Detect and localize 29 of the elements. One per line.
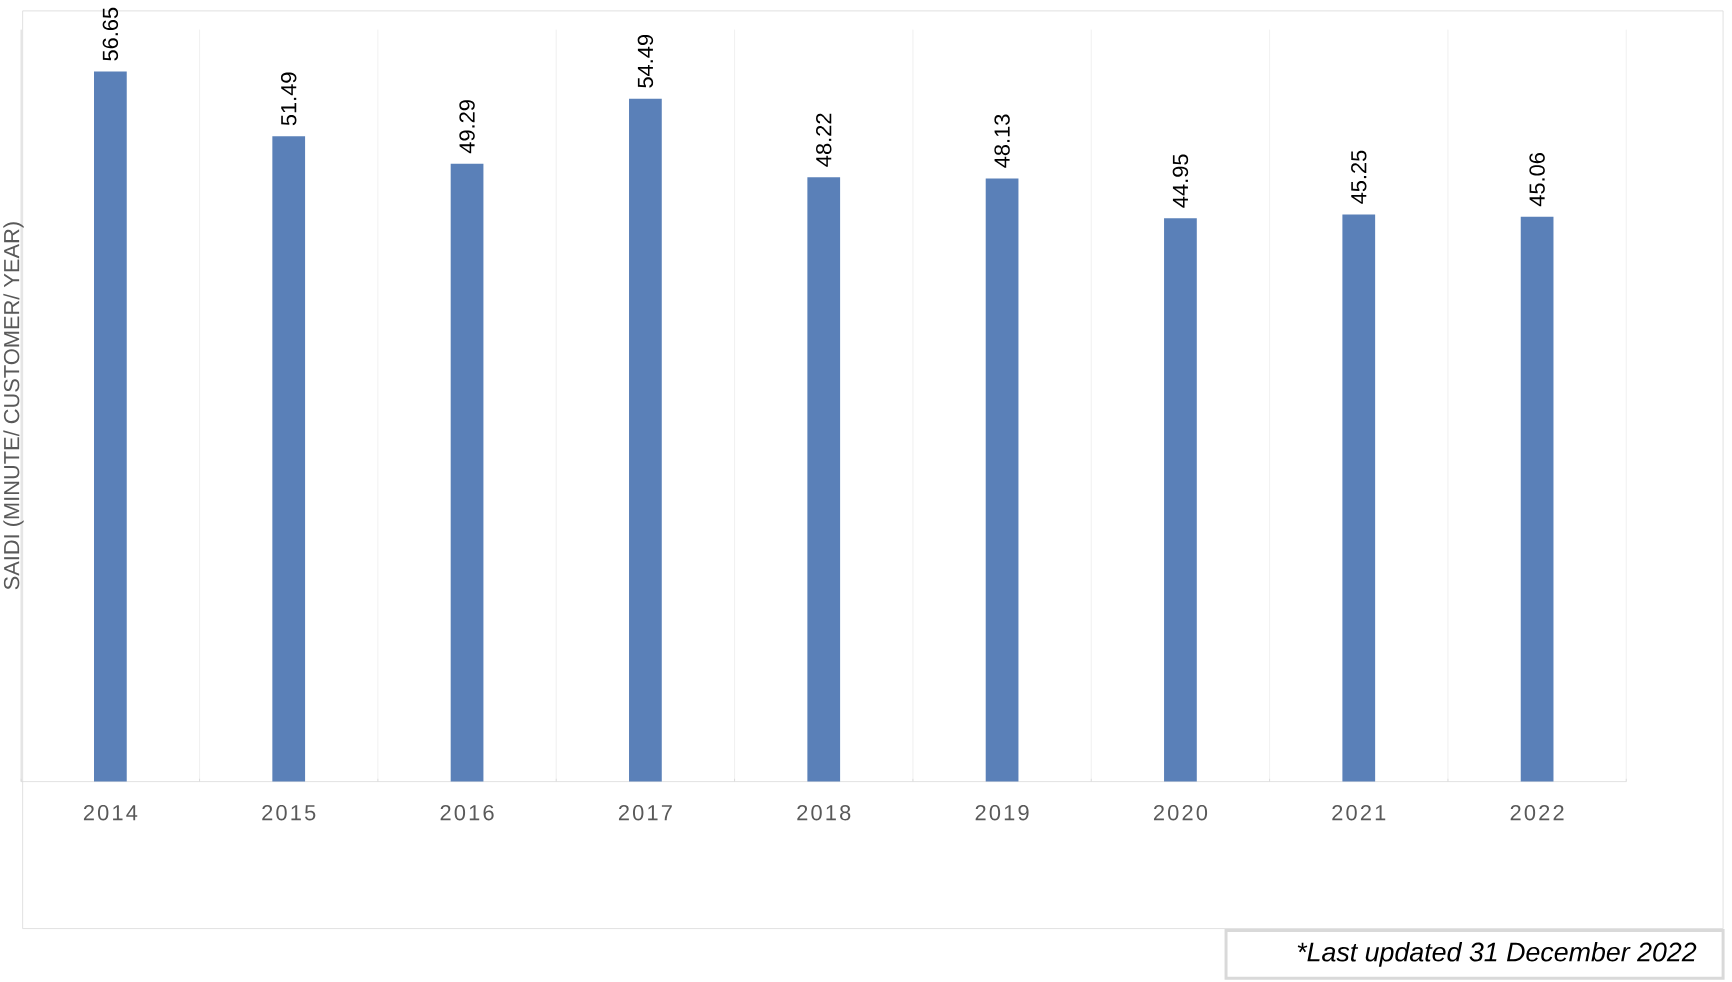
bar xyxy=(450,163,484,782)
x-tick-label: 2018 xyxy=(797,804,851,821)
data-label: 48.13 xyxy=(994,114,1010,168)
data-label: 48.22 xyxy=(816,113,832,167)
data-label: 45.25 xyxy=(1351,150,1367,204)
bar xyxy=(272,136,306,782)
data-label: 49.29 xyxy=(459,100,475,154)
x-tick-label: 2021 xyxy=(1332,804,1386,821)
x-tick-label: 2020 xyxy=(1153,804,1208,821)
data-label: 44.95 xyxy=(1172,154,1189,208)
x-tick-label: 2014 xyxy=(83,804,138,821)
bar xyxy=(1520,216,1554,782)
data-label: 56.65 xyxy=(102,7,119,61)
bar xyxy=(985,178,1019,782)
x-tick-label: 2015 xyxy=(262,804,316,821)
x-tick-label: 2019 xyxy=(975,804,1029,821)
data-label: 45.06 xyxy=(1529,153,1545,207)
bar xyxy=(1164,218,1197,782)
bar xyxy=(629,98,662,782)
x-tick-label: 2022 xyxy=(1510,804,1564,821)
x-tick-label: 2016 xyxy=(440,804,494,821)
data-label: 51.49 xyxy=(280,72,297,126)
x-tick-label: 2017 xyxy=(618,804,672,821)
bar xyxy=(807,177,841,782)
y-axis-title: SAIDI (MINUTE/ CUSTOMER/ YEAR) xyxy=(3,222,24,590)
data-label: 54.49 xyxy=(637,34,654,88)
bar xyxy=(1342,214,1376,782)
bar xyxy=(94,71,127,782)
text: *Last updated 31 December 2022 xyxy=(1297,941,1697,967)
